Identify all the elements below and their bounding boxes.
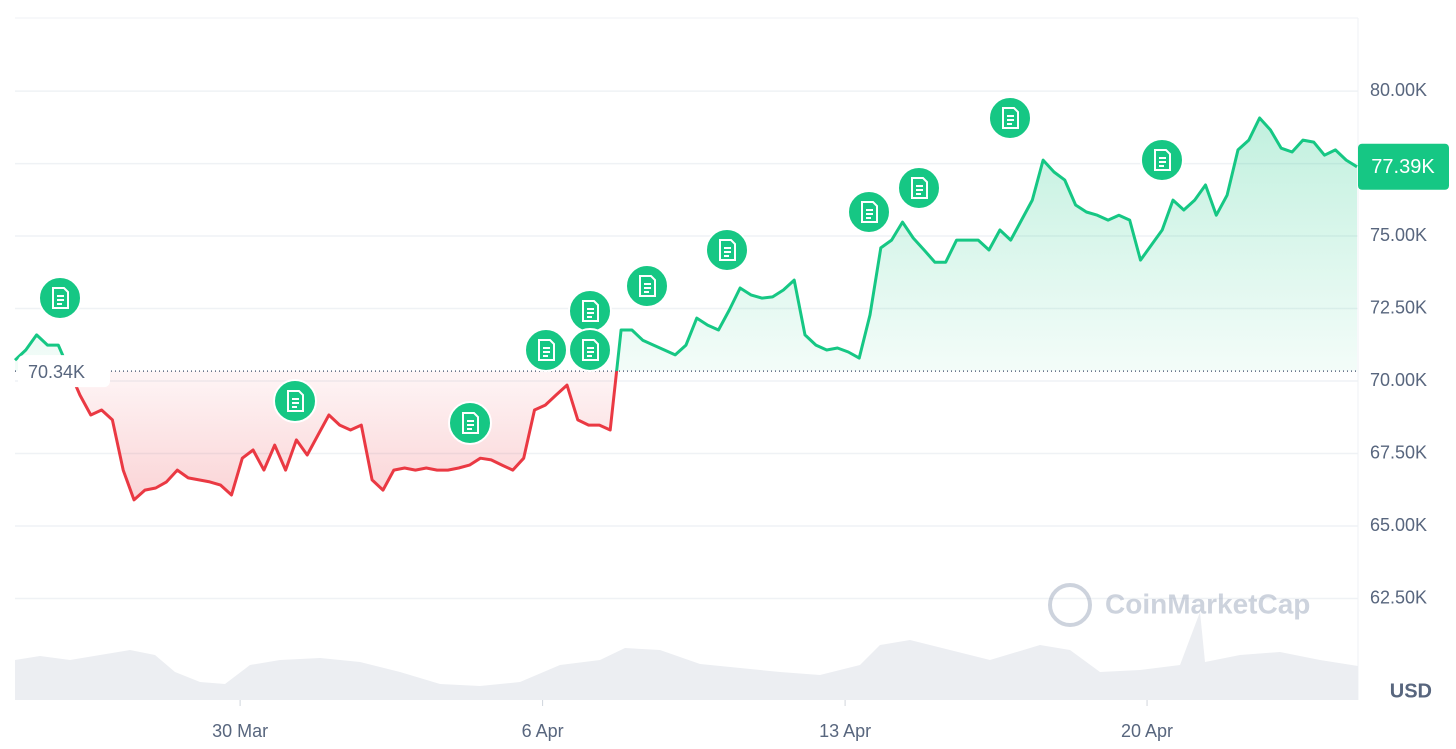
news-marker-circle bbox=[273, 379, 317, 423]
y-tick-label: 72.50K bbox=[1370, 297, 1427, 317]
y-tick-label: 75.00K bbox=[1370, 225, 1427, 245]
watermark-logo bbox=[1048, 583, 1092, 627]
y-tick-label: 80.00K bbox=[1370, 80, 1427, 100]
news-marker bbox=[847, 190, 891, 234]
news-marker-icon bbox=[1154, 149, 1171, 171]
news-marker-circle bbox=[38, 276, 82, 320]
volume-area bbox=[15, 612, 1358, 700]
series bbox=[13, 116, 1358, 502]
news-marker bbox=[988, 96, 1032, 140]
news-marker-circle bbox=[897, 166, 941, 210]
x-tick-label: 30 Mar bbox=[212, 721, 268, 741]
news-marker-icon bbox=[462, 412, 479, 434]
news-marker-icon bbox=[582, 339, 599, 361]
news-marker-icon bbox=[911, 177, 928, 199]
news-marker-circle bbox=[568, 289, 612, 333]
news-marker-circle bbox=[1140, 138, 1184, 182]
news-marker bbox=[448, 401, 492, 445]
baseline-label: 70.34K bbox=[28, 362, 85, 382]
news-marker bbox=[568, 289, 612, 333]
news-marker bbox=[625, 264, 669, 308]
news-marker-circle bbox=[705, 228, 749, 272]
baseline-label-bg bbox=[18, 355, 110, 388]
x-tick-label: 13 Apr bbox=[819, 721, 871, 741]
overlay: 70.34K 77.39K bbox=[15, 96, 1449, 445]
y-tick-label: 62.50K bbox=[1370, 587, 1427, 607]
news-marker-circle bbox=[524, 328, 568, 372]
news-marker bbox=[568, 328, 612, 372]
x-tick-label: 6 Apr bbox=[522, 721, 564, 741]
news-marker-icon bbox=[719, 239, 736, 261]
price-line bbox=[13, 116, 1358, 502]
news-marker bbox=[273, 379, 317, 423]
news-marker-icon bbox=[639, 275, 656, 297]
news-marker bbox=[705, 228, 749, 272]
news-marker-icon bbox=[287, 390, 304, 412]
current-price-label: 77.39K bbox=[1371, 156, 1435, 178]
news-marker bbox=[524, 328, 568, 372]
news-marker-icon bbox=[861, 201, 878, 223]
news-marker bbox=[897, 166, 941, 210]
news-marker bbox=[1140, 138, 1184, 182]
news-marker-icon bbox=[538, 339, 555, 361]
y-tick-label: 67.50K bbox=[1370, 442, 1427, 462]
news-marker bbox=[38, 276, 82, 320]
watermark-text: CoinMarketCap bbox=[1105, 588, 1310, 619]
x-tick-label: 20 Apr bbox=[1121, 721, 1173, 741]
news-marker-circle bbox=[448, 401, 492, 445]
current-price-bg bbox=[1358, 143, 1449, 190]
y-tick-label: 70.00K bbox=[1370, 370, 1427, 390]
news-marker-icon bbox=[582, 300, 599, 322]
news-marker-circle bbox=[988, 96, 1032, 140]
price-area bbox=[15, 118, 1357, 500]
news-marker-icon bbox=[52, 287, 69, 309]
y-tick-label: 65.00K bbox=[1370, 515, 1427, 535]
news-marker-icon bbox=[1002, 107, 1019, 129]
news-marker-circle bbox=[625, 264, 669, 308]
news-marker-circle bbox=[847, 190, 891, 234]
news-marker-circle bbox=[568, 328, 612, 372]
currency-label: USD bbox=[1390, 680, 1432, 702]
watermark: CoinMarketCap bbox=[1048, 583, 1310, 627]
